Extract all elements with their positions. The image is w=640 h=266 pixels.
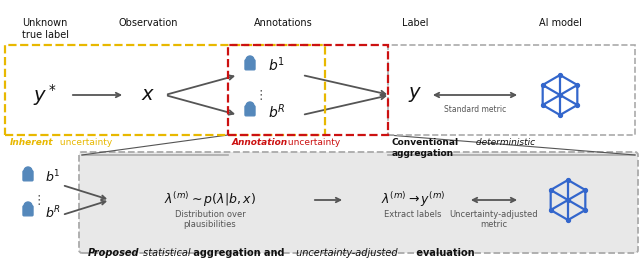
- Circle shape: [24, 167, 32, 175]
- Text: Conventional: Conventional: [392, 138, 459, 147]
- Text: AI model: AI model: [539, 18, 581, 28]
- Text: $\lambda^{(m)} \to y^{(m)}$: $\lambda^{(m)} \to y^{(m)}$: [381, 190, 445, 209]
- FancyBboxPatch shape: [23, 206, 33, 216]
- Text: Extract labels: Extract labels: [384, 210, 442, 219]
- FancyBboxPatch shape: [79, 152, 638, 253]
- Text: Unknown
true label: Unknown true label: [22, 18, 68, 40]
- Text: evaluation: evaluation: [413, 248, 475, 258]
- Text: $\vdots$: $\vdots$: [253, 88, 262, 102]
- Text: Observation: Observation: [118, 18, 178, 28]
- Text: uncertainty-adjusted: uncertainty-adjusted: [293, 248, 397, 258]
- Text: aggregation and: aggregation and: [190, 248, 285, 258]
- Text: Proposed: Proposed: [88, 248, 140, 258]
- FancyBboxPatch shape: [23, 171, 33, 181]
- Text: uncertainty: uncertainty: [57, 138, 112, 147]
- Text: Uncertainty-adjusted
metric: Uncertainty-adjusted metric: [450, 210, 538, 229]
- Circle shape: [246, 56, 254, 64]
- Text: Inherent: Inherent: [10, 138, 54, 147]
- Text: $b^1$: $b^1$: [45, 169, 61, 185]
- Text: deterministic: deterministic: [473, 138, 535, 147]
- Text: $\lambda^{(m)} \sim p(\lambda|b,x)$: $\lambda^{(m)} \sim p(\lambda|b,x)$: [164, 190, 256, 209]
- Text: uncertainty: uncertainty: [285, 138, 340, 147]
- Text: Distribution over
plausibilities: Distribution over plausibilities: [175, 210, 245, 229]
- FancyBboxPatch shape: [245, 106, 255, 116]
- Text: $b^R$: $b^R$: [45, 205, 61, 221]
- Text: Annotations: Annotations: [253, 18, 312, 28]
- Circle shape: [24, 202, 32, 210]
- Text: $y$: $y$: [408, 85, 422, 105]
- Text: Standard metric: Standard metric: [444, 105, 506, 114]
- FancyBboxPatch shape: [245, 60, 255, 70]
- Text: $b^1$: $b^1$: [268, 56, 285, 74]
- Text: Label: Label: [402, 18, 428, 28]
- Text: $b^R$: $b^R$: [268, 103, 285, 121]
- Text: Annotation: Annotation: [232, 138, 288, 147]
- Text: $x$: $x$: [141, 85, 155, 105]
- Text: $y^*$: $y^*$: [33, 82, 57, 108]
- Circle shape: [246, 102, 254, 110]
- Text: statistical: statistical: [140, 248, 191, 258]
- Text: aggregation: aggregation: [392, 149, 454, 158]
- Text: $\vdots$: $\vdots$: [31, 193, 40, 207]
